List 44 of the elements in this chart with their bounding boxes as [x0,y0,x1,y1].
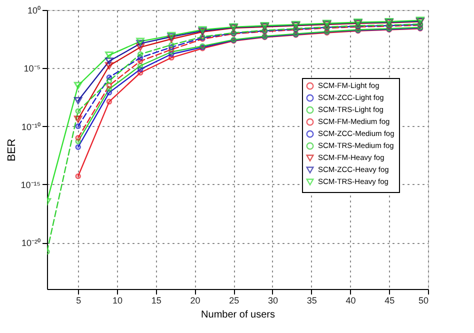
x-tick-label: 40 [346,296,356,306]
point [106,82,112,88]
point [106,98,112,105]
point [75,108,81,114]
x-tick-label: 50 [418,296,428,306]
point [168,44,174,50]
point [74,82,82,90]
y-tick-label: 10⁻²⁰ [21,238,40,248]
point [74,96,82,104]
x-tick-label: 25 [229,296,240,306]
point [137,66,144,72]
y-tick-label: 10⁻¹⁵ [20,180,41,190]
x-tick-label: 5 [76,296,82,306]
y-axis-title: BER [6,138,18,162]
point [74,116,82,123]
x-axis-title: Number of users [201,310,275,320]
point [137,58,144,64]
point [168,54,174,61]
point [75,135,81,141]
x-tick-label: 45 [384,296,395,306]
x-tick-label: 35 [306,296,317,306]
point [136,38,144,46]
x-tick-label: 20 [190,296,200,306]
point [137,70,144,76]
point [137,62,144,69]
y-tick-label: 10⁻¹⁰ [21,122,40,132]
point [106,90,112,96]
x-tick-label: 30 [268,296,278,306]
point [105,62,114,70]
point [105,57,114,65]
point [106,78,112,84]
point [105,52,114,59]
point [106,86,112,92]
point [168,46,174,52]
point [106,74,112,80]
point [168,42,174,48]
y-tick-label: 10⁻⁵ [24,64,41,74]
x-tick-label: 10 [112,296,122,306]
point [137,51,144,57]
x-tick-label: 15 [151,296,162,306]
point [136,44,144,51]
point [75,123,81,130]
y-tick-label: 10⁰ [27,6,40,16]
point [137,54,144,61]
